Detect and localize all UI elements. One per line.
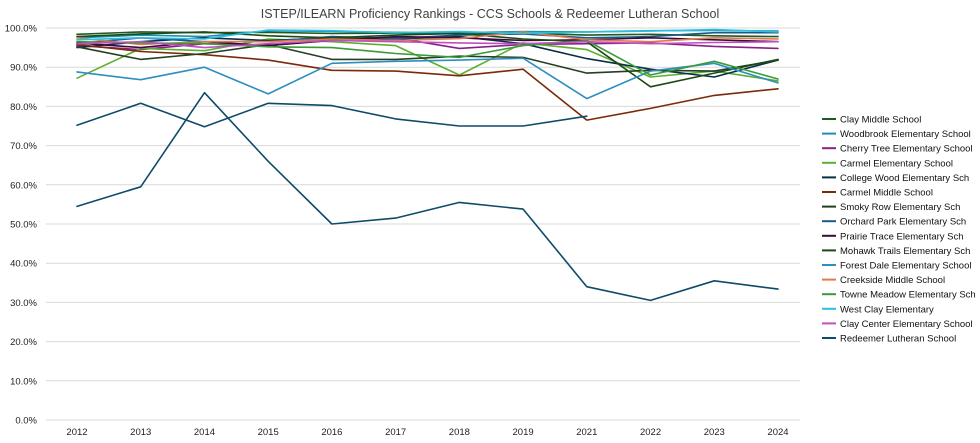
series-line-11 (76, 31, 779, 46)
legend-entry: Clay Middle School (840, 115, 921, 126)
legend-entry: Towne Meadow Elementary Sch (840, 290, 976, 301)
y-tick-label: 70.0% (10, 141, 37, 152)
x-tick-label: 2014 (194, 427, 215, 438)
x-tick-label: 2015 (258, 427, 279, 438)
legend-entry: Clay Center Elementary School (840, 319, 973, 330)
legend-entry: Cherry Tree Elementary School (840, 144, 973, 155)
series-line-14 (76, 39, 779, 49)
legend-entry: Creekside Middle School (840, 275, 945, 286)
x-tick-label: 2013 (130, 427, 151, 438)
series-line-extra-0 (76, 91, 779, 302)
x-axis-tick-labels: 2012 2013 2014 2015 2016 2017 2018 2019 2021 2022… (66, 427, 788, 438)
y-tick-label: 50.0% (10, 220, 37, 231)
series-line-15 (76, 102, 588, 128)
x-tick-label: 2012 (66, 427, 87, 438)
y-tick-label: 0.0% (15, 416, 37, 427)
x-tick-label: 2021 (576, 427, 597, 438)
legend: Clay Middle School Woodbrook Elementary S… (822, 115, 976, 345)
series-line-9 (76, 31, 779, 88)
x-tick-label: 2019 (513, 427, 534, 438)
y-tick-label: 30.0% (10, 298, 37, 309)
x-tick-label: 2022 (640, 427, 661, 438)
series-line-13 (76, 28, 779, 41)
chart-title: ISTEP/ILEARN Proficiency Rankings - CCS … (261, 7, 720, 21)
y-axis-tick-labels: 0.0% 10.0% 20.0% 30.0% 40.0% 50.0% 60.0% 70.0% 8… (5, 24, 38, 427)
y-tick-label: 60.0% (10, 180, 37, 191)
x-tick-label: 2016 (321, 427, 342, 438)
x-tick-label: 2018 (449, 427, 470, 438)
gridlines (46, 27, 800, 421)
series-lines (76, 28, 779, 302)
series-line-10 (76, 57, 779, 100)
legend-entry: Mohawk Trails Elementary Sch (840, 246, 970, 257)
legend-entry: Smoky Row Elementary Sch (840, 202, 960, 213)
y-tick-label: 100.0% (5, 24, 38, 35)
legend-entry: Carmel Middle School (840, 188, 933, 199)
series-line-12 (76, 39, 779, 80)
y-tick-label: 10.0% (10, 376, 37, 387)
legend-entry: Carmel Elementary School (840, 158, 953, 169)
legend-entry: Woodbrook Elementary School (840, 129, 971, 140)
legend-entry: Redeemer Lutheran School (840, 334, 956, 345)
y-tick-label: 40.0% (10, 259, 37, 270)
legend-entry: West Clay Elementary (840, 304, 934, 315)
y-tick-label: 20.0% (10, 337, 37, 348)
legend-entry: College Wood Elementary Sch (840, 173, 969, 184)
legend-entry: Prairie Trace Elementary Sch (840, 231, 964, 242)
y-tick-label: 80.0% (10, 102, 37, 113)
x-tick-label: 2024 (767, 427, 788, 438)
y-tick-label: 90.0% (10, 63, 37, 74)
x-tick-label: 2017 (385, 427, 406, 438)
legend-entry: Orchard Park Elementary Sch (840, 217, 966, 228)
legend-entry: Forest Dale Elementary School (840, 261, 971, 272)
x-tick-label: 2023 (704, 427, 725, 438)
